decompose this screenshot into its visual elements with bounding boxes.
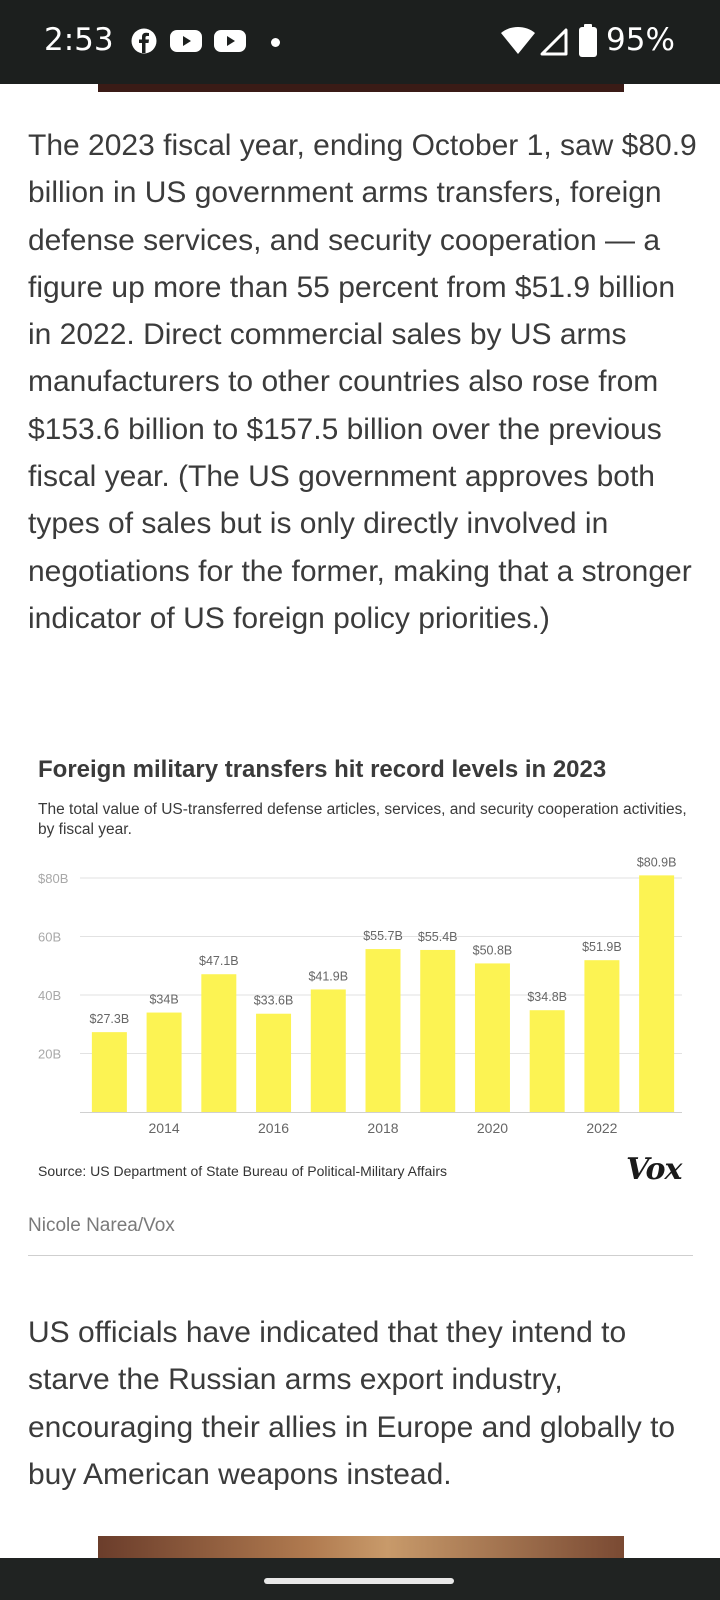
x-tick-label: 2014 <box>149 1120 180 1136</box>
bar-chart: 20B 40B 60B $80B $27.3B $34B 2014 $47.1B $33.6B 2… <box>38 855 682 1136</box>
x-tick-label: 2016 <box>258 1120 289 1136</box>
divider <box>28 1255 693 1256</box>
chart-subtitle: The total value of US-transferred defens… <box>38 801 687 838</box>
x-tick-label: 2020 <box>477 1120 508 1136</box>
bar <box>91 1032 127 1112</box>
status-bar: 2:53 95% <box>0 0 720 84</box>
image-credit: Nicole Narea/Vox <box>28 1215 175 1236</box>
youtube-icon <box>170 30 202 52</box>
bar <box>365 949 401 1112</box>
y-tick-label: 40B <box>38 988 61 1003</box>
bar <box>201 974 237 1112</box>
facebook-icon <box>131 28 157 54</box>
x-tick-label: 2018 <box>367 1120 398 1136</box>
bar <box>639 875 675 1112</box>
signal-icon <box>540 28 568 56</box>
bar-value-label: $51.9B <box>582 940 622 954</box>
bar-value-label: $33.6B <box>254 994 294 1008</box>
y-tick-label: $80B <box>38 871 68 886</box>
bar-value-label: $55.7B <box>363 929 403 943</box>
article-image-top-edge <box>98 1536 624 1558</box>
bar <box>310 989 346 1112</box>
bar <box>146 1012 182 1112</box>
youtube-icon <box>214 30 246 52</box>
article-paragraph: The 2023 fiscal year, ending October 1, … <box>28 129 697 635</box>
bar-value-label: $50.8B <box>473 943 513 957</box>
more-notifications-dot <box>271 38 280 47</box>
chart-title: Foreign military transfers hit record le… <box>38 756 607 783</box>
bar <box>474 963 510 1112</box>
bar <box>420 949 456 1112</box>
battery-icon <box>579 24 597 57</box>
x-tick-label: 2022 <box>586 1120 617 1136</box>
bar-value-label: $34B <box>149 993 178 1007</box>
article-paragraph: US officials have indicated that they in… <box>28 1316 676 1491</box>
vox-logo: Vox <box>626 1152 682 1187</box>
home-gesture-handle[interactable] <box>264 1578 454 1584</box>
bar-value-label: $47.1B <box>199 954 239 968</box>
bar-value-label: $55.4B <box>418 930 458 944</box>
bar-value-label: $34.8B <box>527 990 567 1004</box>
y-tick-label: 60B <box>38 930 61 945</box>
bar <box>529 1010 565 1112</box>
wifi-icon <box>501 27 535 54</box>
y-tick-label: 20B <box>38 1047 61 1062</box>
bar <box>584 960 620 1112</box>
battery-percent: 95% <box>606 22 675 58</box>
article-image-bottom-edge <box>98 84 624 92</box>
bar-value-label: $80.9B <box>637 855 677 869</box>
chart-source: Source: US Department of State Bureau of… <box>38 1163 448 1179</box>
bar <box>256 1013 292 1112</box>
bar-value-label: $41.9B <box>308 969 348 983</box>
bar-value-label: $27.3B <box>90 1012 130 1026</box>
status-time: 2:53 <box>44 22 114 58</box>
